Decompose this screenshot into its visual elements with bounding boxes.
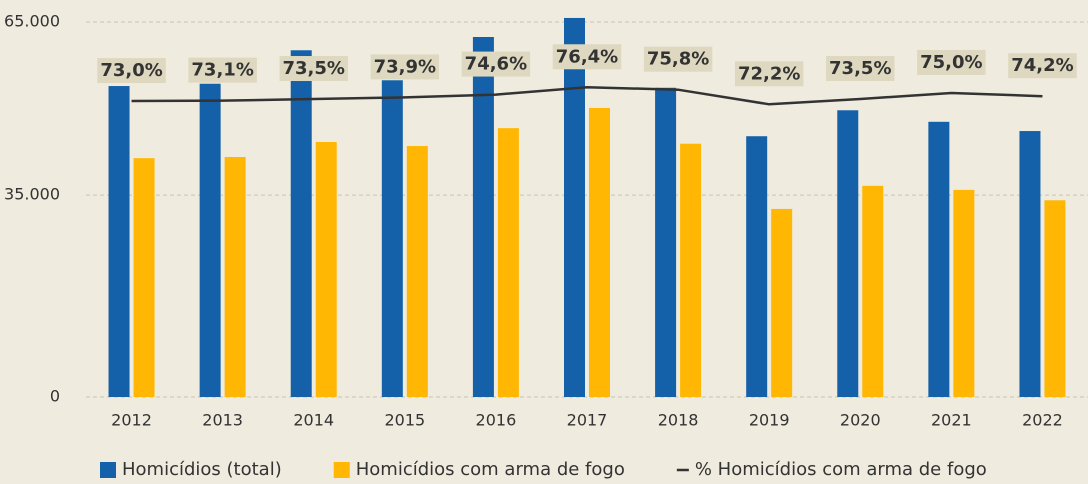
bar	[108, 86, 130, 398]
bar	[928, 121, 950, 398]
bar	[315, 142, 337, 397]
bar	[953, 189, 975, 397]
x-tick-label: 2020	[840, 411, 881, 430]
value-label: 73,9%	[374, 56, 436, 77]
value-label: 73,0%	[100, 60, 162, 81]
value-label-box	[643, 46, 713, 72]
value-label: 75,8%	[647, 49, 709, 70]
bar	[746, 136, 768, 397]
value-label: 74,2%	[1011, 55, 1073, 76]
bar	[497, 128, 519, 397]
x-tick-label: 2021	[931, 411, 972, 430]
legend-swatch	[100, 462, 116, 478]
value-label: 75,0%	[920, 52, 982, 73]
bar	[381, 80, 403, 398]
bar	[199, 83, 221, 397]
x-tick-label: 2015	[384, 411, 425, 430]
value-label: 72,2%	[738, 63, 800, 84]
x-tick-label: 2016	[476, 411, 517, 430]
value-label: 76,4%	[556, 46, 618, 67]
value-label-box	[917, 49, 986, 75]
bar	[680, 143, 702, 397]
value-label-box	[826, 56, 895, 82]
x-tick-label: 2022	[1022, 411, 1063, 430]
legend-label: Homicídios (total)	[122, 459, 282, 480]
bar	[472, 37, 494, 397]
bar	[1019, 131, 1041, 398]
value-label-box	[461, 51, 531, 77]
y-tick-label: 65.000	[4, 12, 60, 31]
value-label-box	[552, 44, 622, 70]
x-tick-label: 2017	[567, 411, 608, 430]
value-label-box	[188, 57, 257, 83]
value-label-box	[1008, 53, 1077, 79]
bar	[589, 107, 610, 397]
bar	[133, 158, 155, 397]
bar	[406, 146, 428, 397]
bar	[1044, 200, 1066, 397]
x-tick-label: 2019	[749, 411, 790, 430]
value-label: 74,6%	[465, 54, 527, 75]
bar	[655, 87, 677, 398]
legend-label: Homicídios com arma de fogo	[356, 459, 625, 480]
bar	[224, 157, 246, 397]
value-label: 73,5%	[283, 58, 345, 79]
bar	[564, 17, 585, 397]
line	[131, 86, 1043, 106]
value-label: 73,1%	[191, 60, 253, 81]
bar	[862, 185, 884, 397]
x-tick-label: 2012	[111, 411, 152, 430]
value-label: 73,5%	[829, 58, 891, 79]
legend-label: % Homicídios com arma de fogo	[695, 459, 987, 480]
value-label-box	[734, 61, 804, 87]
legend-swatch	[333, 462, 350, 478]
y-tick-label: 35.000	[4, 185, 60, 204]
bar	[290, 50, 312, 398]
value-label-box	[279, 56, 348, 82]
x-tick-label: 2013	[202, 411, 243, 430]
x-tick-label: 2018	[658, 411, 699, 430]
bar	[837, 110, 859, 398]
value-label-box	[97, 58, 166, 84]
bar	[771, 208, 793, 397]
x-tick-label: 2014	[293, 411, 334, 430]
y-tick-label: 0	[50, 387, 60, 406]
value-label-box	[370, 54, 440, 80]
